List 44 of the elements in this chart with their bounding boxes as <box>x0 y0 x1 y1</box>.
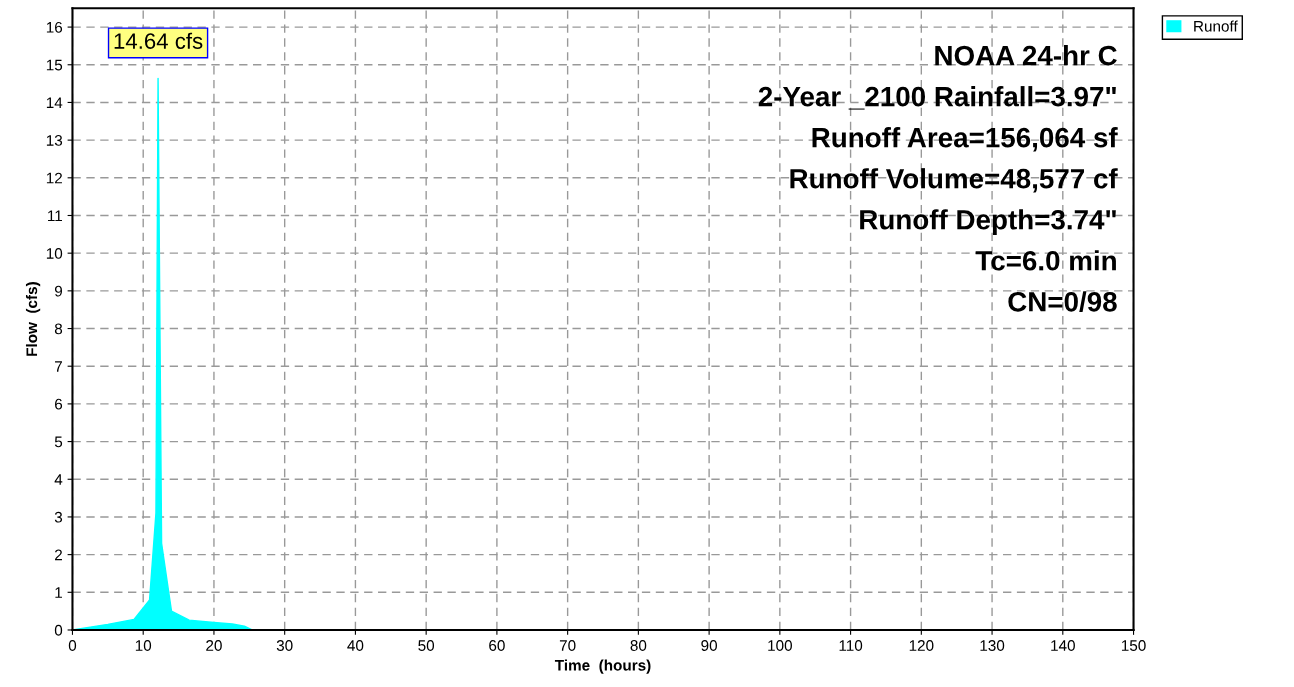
x-tick-label: 140 <box>1051 640 1075 651</box>
x-tick-label: 30 <box>276 640 293 651</box>
y-tick-label: 5 <box>54 436 63 448</box>
x-axis-title: Time (hours) <box>554 659 651 674</box>
x-tick-label: 10 <box>135 640 152 651</box>
x-tick-label: 80 <box>630 640 647 651</box>
annotation: Runoff Area=156,064 sf <box>812 127 1118 152</box>
y-tick-label: 9 <box>54 285 63 297</box>
x-tick-label: 90 <box>701 640 718 651</box>
legend-label: Runoff <box>1194 20 1238 32</box>
y-tick-label: 4 <box>54 474 63 485</box>
y-tick-label: 7 <box>55 361 62 372</box>
x-tick-label: 150 <box>1121 640 1146 651</box>
x-tick-label: 50 <box>418 640 435 651</box>
y-tick-label: 10 <box>46 248 63 259</box>
x-tick-label: 120 <box>909 640 934 651</box>
annotation: 14.64 cfs <box>114 32 203 49</box>
y-tick-label: 15 <box>46 59 63 71</box>
annotation: Runoff Depth=3.74" <box>860 209 1116 236</box>
annotation: NOAA 24-hr C <box>935 45 1117 66</box>
x-tick-label: 60 <box>489 640 505 651</box>
y-tick-label: 8 <box>54 323 63 335</box>
y-tick-label: 0 <box>54 624 63 636</box>
x-tick-label: 110 <box>839 640 863 651</box>
y-tick-label: 1 <box>55 587 62 598</box>
x-tick-label: 0 <box>68 640 77 651</box>
y-tick-label: 13 <box>46 134 63 146</box>
annotation: CN=0/98 <box>1008 291 1117 312</box>
y-tick-label: 12 <box>46 172 62 184</box>
x-tick-label: 70 <box>559 640 576 651</box>
annotation: Runoff Volume=48,577 cf <box>790 168 1118 193</box>
x-tick-label: 100 <box>768 640 792 651</box>
y-tick-label: 16 <box>46 21 63 33</box>
y-tick-label: 3 <box>54 511 63 523</box>
y-tick-label: 11 <box>48 210 62 222</box>
x-tick-label: 40 <box>347 640 364 651</box>
y-tick-label: 6 <box>55 398 63 410</box>
y-tick-label: 2 <box>55 549 62 561</box>
x-tick-label: 130 <box>980 640 1005 651</box>
annotation: Tc=6.0 min <box>975 250 1116 271</box>
y-tick-label: 14 <box>46 97 63 108</box>
x-tick-label: 20 <box>206 640 222 651</box>
annotation: 2-Year _2100 Rainfall=3.97" <box>758 86 1116 110</box>
y-axis-title: Flow (cfs) <box>25 282 41 356</box>
